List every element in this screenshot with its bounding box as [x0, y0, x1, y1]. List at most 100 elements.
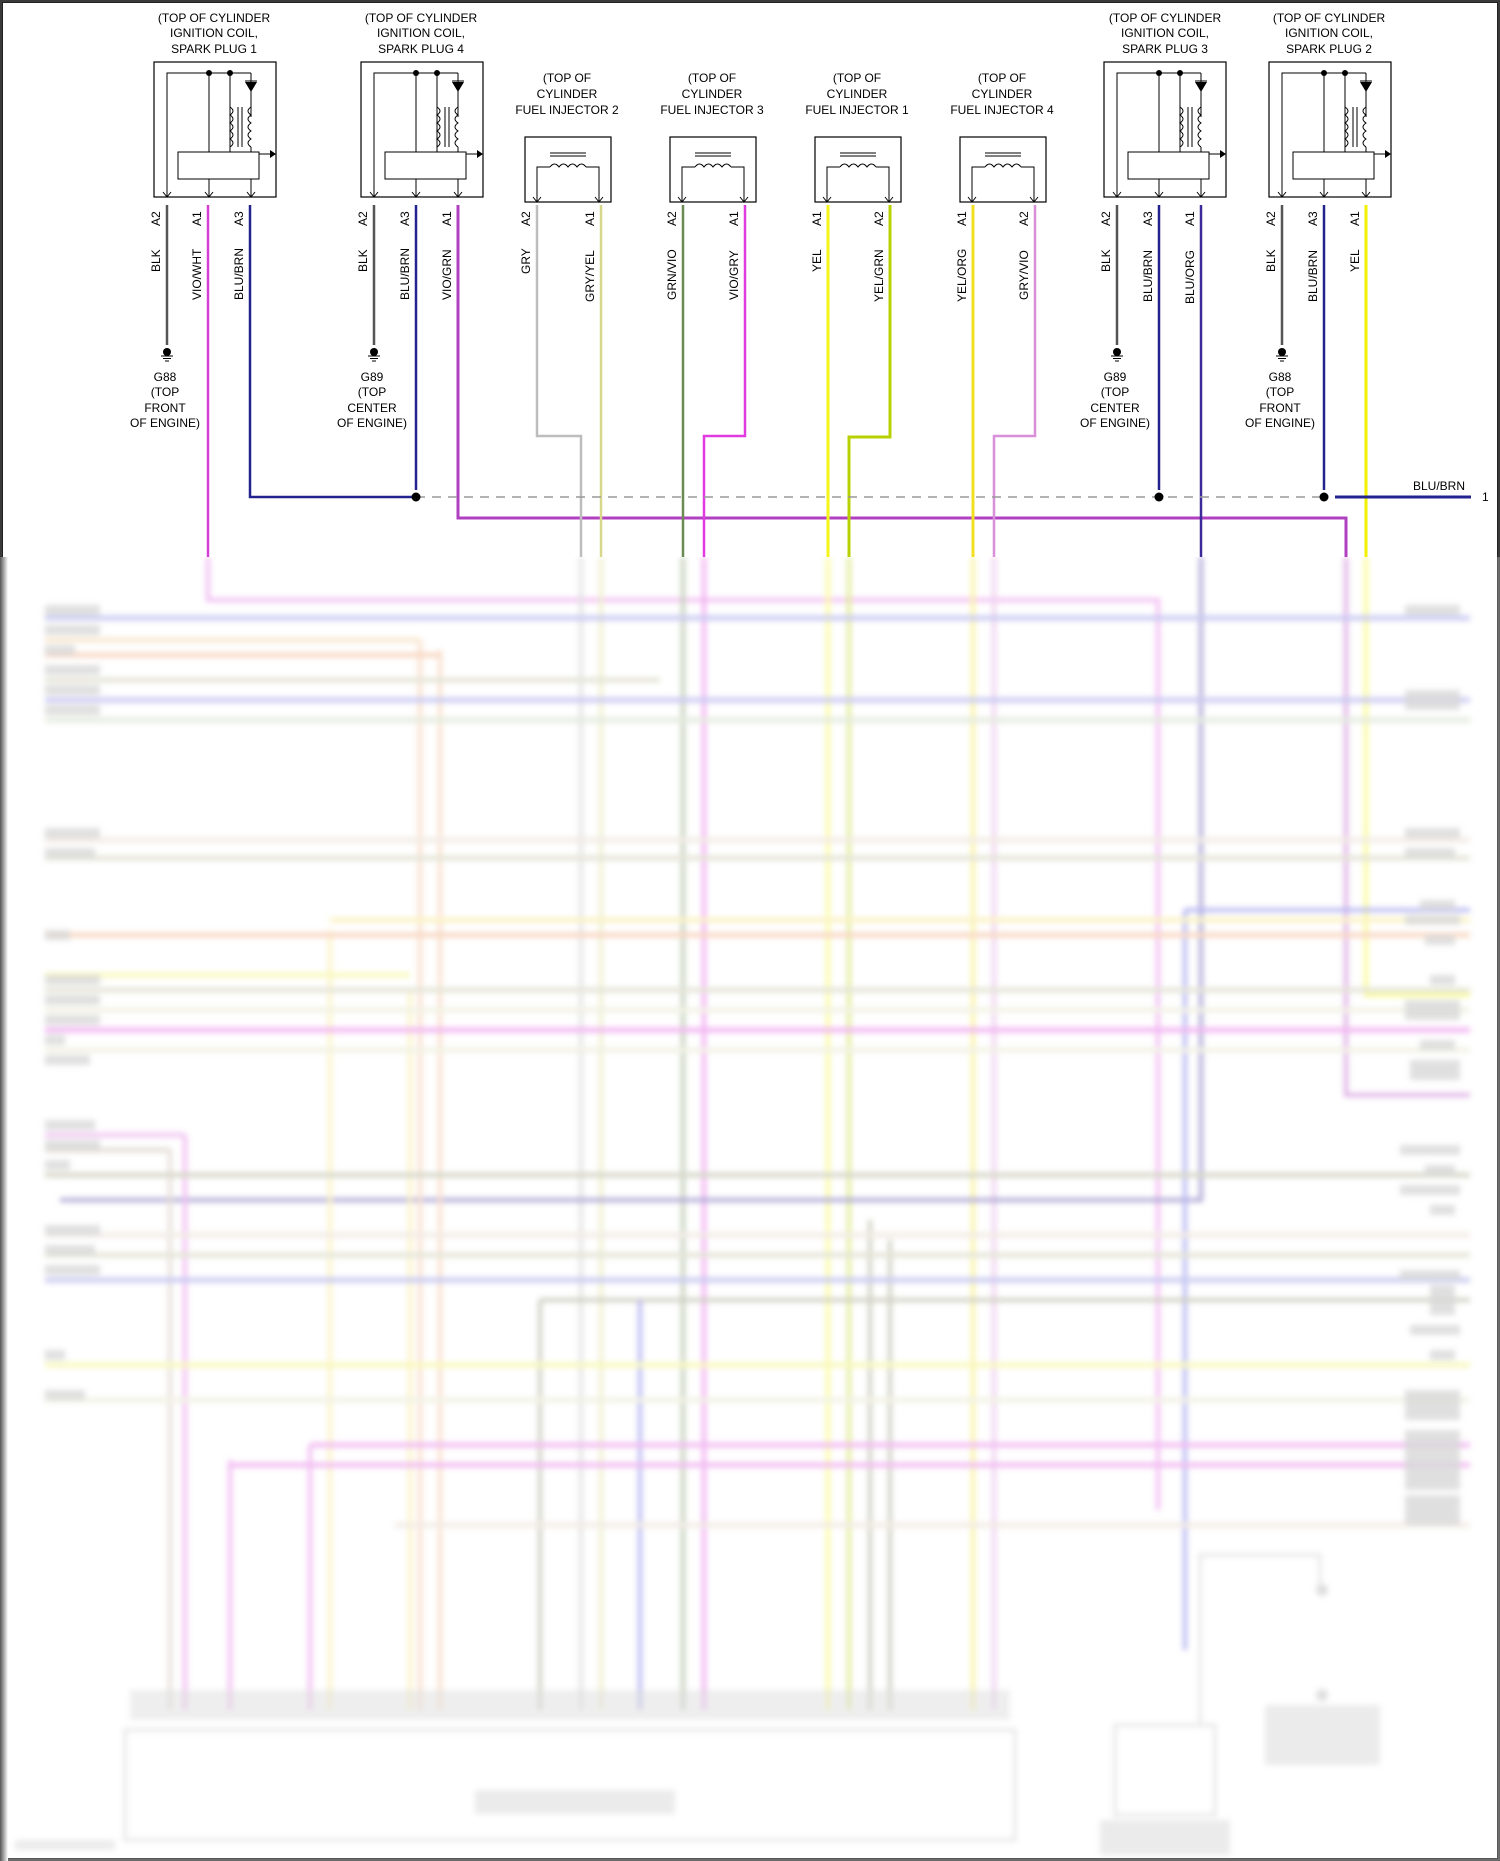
svg-text:FRONT: FRONT — [1259, 401, 1301, 415]
svg-text:A1: A1 — [190, 211, 204, 226]
svg-text:(TOP OF CYLINDER: (TOP OF CYLINDER — [158, 11, 271, 25]
svg-text:IGNITION COIL,: IGNITION COIL, — [1285, 26, 1373, 40]
ground-g88-left-label: G88 (TOP FRONT OF ENGINE) — [130, 370, 200, 430]
blur-overlay — [0, 557, 1500, 1861]
svg-text:SPARK PLUG 1: SPARK PLUG 1 — [171, 42, 257, 56]
svg-text:A2: A2 — [1264, 211, 1278, 226]
blur-edge — [0, 557, 8, 1861]
fuel-injector-3-symbol — [669, 136, 757, 203]
svg-text:G89: G89 — [361, 370, 384, 384]
svg-text:(TOP: (TOP — [151, 385, 179, 399]
svg-text:A3: A3 — [1306, 211, 1320, 226]
fuel-injector-2-symbol — [524, 136, 612, 203]
svg-text:OF ENGINE): OF ENGINE) — [337, 416, 407, 430]
svg-text:(TOP: (TOP — [358, 385, 386, 399]
svg-text:BLK: BLK — [1099, 249, 1113, 272]
svg-text:GRN/VIO: GRN/VIO — [665, 249, 679, 300]
svg-text:A3: A3 — [398, 211, 412, 226]
ignition-coil-2-symbol — [1268, 61, 1392, 198]
svg-text:IGNITION COIL,: IGNITION COIL, — [1121, 26, 1209, 40]
svg-text:G88: G88 — [1269, 370, 1292, 384]
svg-text:(TOP OF: (TOP OF — [688, 71, 736, 85]
svg-text:FUEL INJECTOR 2: FUEL INJECTOR 2 — [515, 103, 619, 117]
ground-icon — [1275, 347, 1289, 362]
svg-text:(TOP OF CYLINDER: (TOP OF CYLINDER — [1109, 11, 1222, 25]
svg-text:CYLINDER: CYLINDER — [682, 87, 743, 101]
injector-1-title: (TOP OF CYLINDER FUEL INJECTOR 1 — [805, 71, 909, 117]
svg-text:(TOP OF: (TOP OF — [978, 71, 1026, 85]
svg-text:IGNITION COIL,: IGNITION COIL, — [170, 26, 258, 40]
svg-text:A3: A3 — [232, 211, 246, 226]
svg-text:OF ENGINE): OF ENGINE) — [1080, 416, 1150, 430]
svg-text:FUEL INJECTOR 4: FUEL INJECTOR 4 — [950, 103, 1054, 117]
svg-text:CYLINDER: CYLINDER — [827, 87, 888, 101]
svg-text:BLU/BRN: BLU/BRN — [398, 248, 412, 300]
injector-4-title: (TOP OF CYLINDER FUEL INJECTOR 4 — [950, 71, 1054, 117]
wire-gry — [535, 205, 583, 557]
blurred-wiring — [15, 557, 1470, 1855]
svg-text:BLU/BRN: BLU/BRN — [1141, 250, 1155, 302]
svg-text:CENTER: CENTER — [347, 401, 397, 415]
svg-text:A1: A1 — [955, 211, 969, 226]
svg-text:A3: A3 — [1141, 211, 1155, 226]
svg-text:(TOP OF CYLINDER: (TOP OF CYLINDER — [1273, 11, 1386, 25]
pin-labels: A2 BLK A1 VIO/WHT A3 BLU/BRN A2 BLK A3 B… — [149, 211, 1362, 304]
svg-text:A1: A1 — [1183, 211, 1197, 226]
ignition-coil-4-symbol — [360, 61, 484, 198]
svg-text:VIO/GRN: VIO/GRN — [440, 249, 454, 300]
coil-4-title: (TOP OF CYLINDER IGNITION COIL, SPARK PL… — [365, 11, 478, 56]
svg-text:CYLINDER: CYLINDER — [972, 87, 1033, 101]
svg-text:A2: A2 — [665, 211, 679, 226]
svg-text:SPARK PLUG 4: SPARK PLUG 4 — [378, 42, 464, 56]
svg-text:BLU/ORG: BLU/ORG — [1183, 250, 1197, 304]
bus-ref-number: 1 — [1482, 490, 1489, 504]
svg-text:FUEL INJECTOR 1: FUEL INJECTOR 1 — [805, 103, 909, 117]
svg-text:A2: A2 — [149, 211, 163, 226]
svg-text:BLK: BLK — [149, 249, 163, 272]
ground-g88-right-label: G88 (TOP FRONT OF ENGINE) — [1245, 370, 1315, 430]
svg-text:BLK: BLK — [1264, 249, 1278, 272]
svg-text:A1: A1 — [810, 211, 824, 226]
svg-text:A2: A2 — [1017, 211, 1031, 226]
splice-dot — [1154, 492, 1164, 502]
svg-text:GRY/YEL: GRY/YEL — [583, 250, 597, 302]
svg-text:G88: G88 — [154, 370, 177, 384]
svg-text:VIO/GRY: VIO/GRY — [727, 250, 741, 300]
injector-3-title: (TOP OF CYLINDER FUEL INJECTOR 3 — [660, 71, 764, 117]
fuel-injector-4-symbol — [959, 136, 1047, 203]
svg-text:OF ENGINE): OF ENGINE) — [130, 416, 200, 430]
svg-text:FRONT: FRONT — [144, 401, 186, 415]
svg-text:YEL/ORG: YEL/ORG — [955, 249, 969, 302]
svg-text:YEL: YEL — [810, 249, 824, 272]
svg-text:A1: A1 — [727, 211, 741, 226]
ignition-coil-3-symbol — [1103, 61, 1227, 198]
svg-text:BLU/BRN: BLU/BRN — [232, 248, 246, 300]
ignition-coil-1-symbol — [153, 61, 277, 198]
svg-text:FUEL INJECTOR 3: FUEL INJECTOR 3 — [660, 103, 764, 117]
coil-3-title: (TOP OF CYLINDER IGNITION COIL, SPARK PL… — [1109, 11, 1222, 56]
svg-text:A2: A2 — [356, 211, 370, 226]
wire-vio-grn — [456, 205, 1348, 557]
svg-text:(TOP: (TOP — [1266, 385, 1294, 399]
svg-text:IGNITION COIL,: IGNITION COIL, — [377, 26, 465, 40]
svg-text:A2: A2 — [872, 211, 886, 226]
svg-text:BLK: BLK — [356, 249, 370, 272]
svg-text:(TOP OF: (TOP OF — [833, 71, 881, 85]
svg-text:A1: A1 — [1348, 211, 1362, 226]
fuel-injector-1-symbol — [814, 136, 902, 203]
svg-text:CYLINDER: CYLINDER — [537, 87, 598, 101]
svg-text:A1: A1 — [583, 211, 597, 226]
svg-text:A2: A2 — [1099, 211, 1113, 226]
svg-text:(TOP OF: (TOP OF — [543, 71, 591, 85]
svg-text:YEL: YEL — [1348, 249, 1362, 272]
svg-text:SPARK PLUG 2: SPARK PLUG 2 — [1286, 42, 1372, 56]
svg-text:CENTER: CENTER — [1090, 401, 1140, 415]
svg-text:SPARK PLUG 3: SPARK PLUG 3 — [1122, 42, 1208, 56]
wire-blu-brn-coil1 — [248, 205, 412, 499]
svg-text:G89: G89 — [1104, 370, 1127, 384]
blurred-lower-diagram — [0, 557, 1500, 1861]
svg-text:VIO/WHT: VIO/WHT — [190, 248, 204, 300]
injector-2-title: (TOP OF CYLINDER FUEL INJECTOR 2 — [515, 71, 619, 117]
svg-text:GRY: GRY — [519, 248, 533, 274]
ground-icon — [367, 347, 381, 362]
